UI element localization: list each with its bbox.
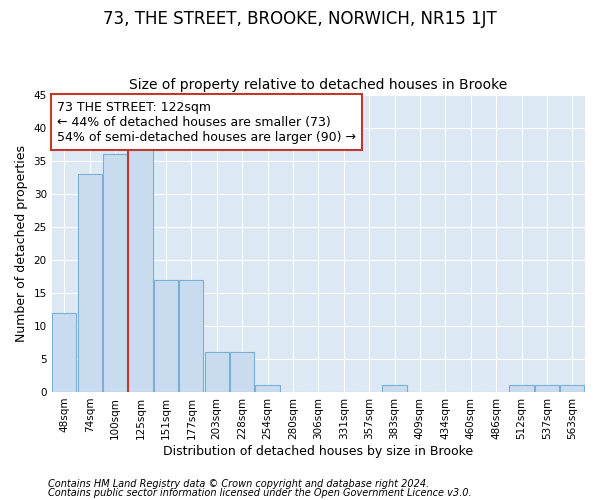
X-axis label: Distribution of detached houses by size in Brooke: Distribution of detached houses by size … bbox=[163, 444, 473, 458]
Bar bbox=[205, 352, 229, 392]
Text: Contains HM Land Registry data © Crown copyright and database right 2024.: Contains HM Land Registry data © Crown c… bbox=[48, 479, 429, 489]
Bar bbox=[103, 154, 127, 392]
Bar bbox=[256, 386, 280, 392]
Title: Size of property relative to detached houses in Brooke: Size of property relative to detached ho… bbox=[129, 78, 508, 92]
Text: Contains public sector information licensed under the Open Government Licence v3: Contains public sector information licen… bbox=[48, 488, 472, 498]
Text: 73 THE STREET: 122sqm
← 44% of detached houses are smaller (73)
54% of semi-deta: 73 THE STREET: 122sqm ← 44% of detached … bbox=[57, 100, 356, 144]
Bar bbox=[179, 280, 203, 392]
Bar bbox=[535, 386, 559, 392]
Bar bbox=[382, 386, 407, 392]
Bar bbox=[230, 352, 254, 392]
Bar bbox=[128, 148, 152, 392]
Bar bbox=[77, 174, 102, 392]
Bar bbox=[52, 312, 76, 392]
Bar bbox=[509, 386, 533, 392]
Bar bbox=[560, 386, 584, 392]
Y-axis label: Number of detached properties: Number of detached properties bbox=[15, 145, 28, 342]
Text: 73, THE STREET, BROOKE, NORWICH, NR15 1JT: 73, THE STREET, BROOKE, NORWICH, NR15 1J… bbox=[103, 10, 497, 28]
Bar bbox=[154, 280, 178, 392]
